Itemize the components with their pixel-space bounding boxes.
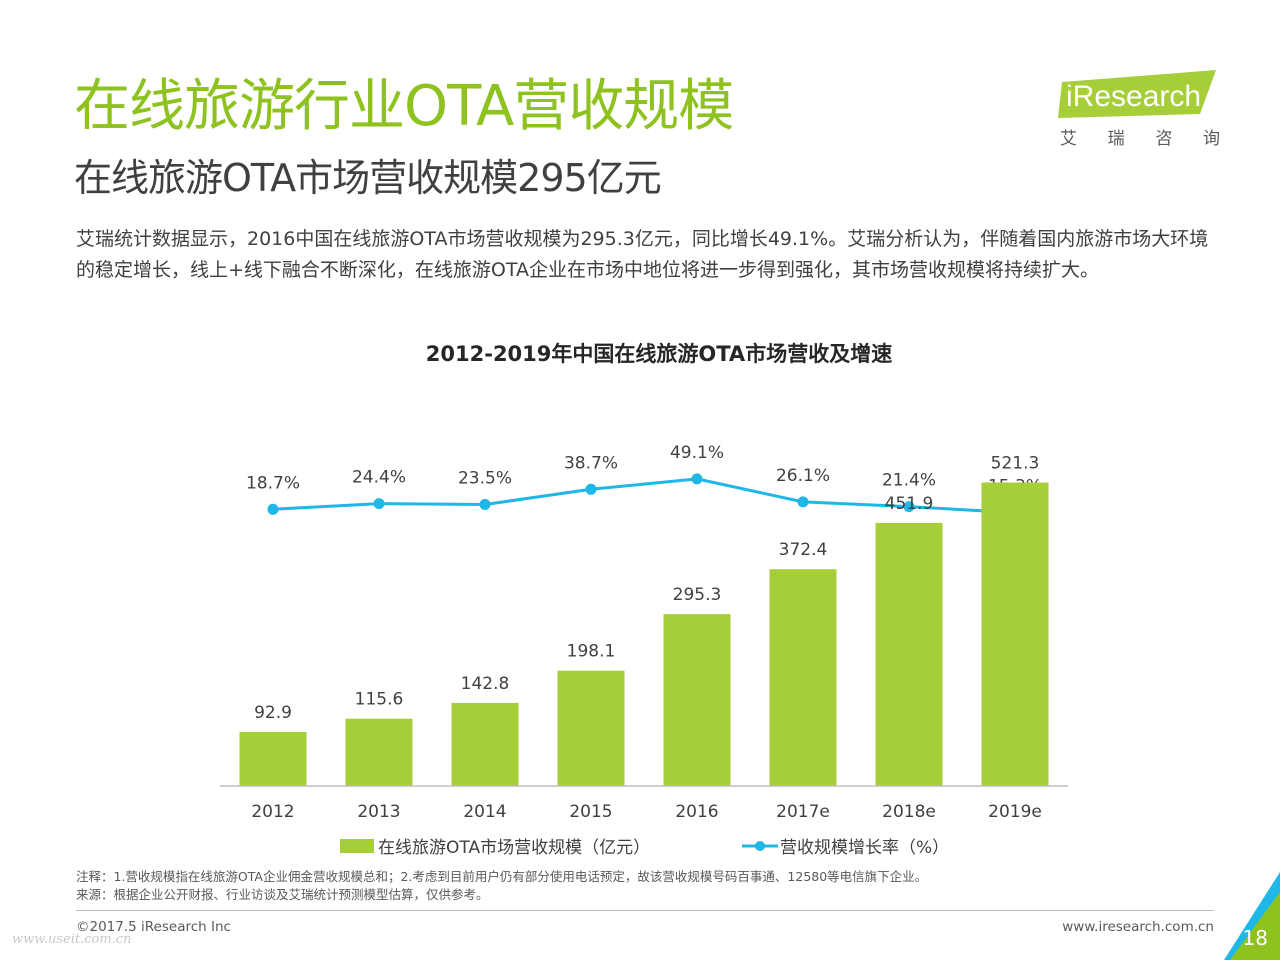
growth-point-2015	[585, 483, 597, 495]
logo-subtitle: 艾 瑞 咨 询	[1060, 124, 1220, 149]
growth-value-label: 38.7%	[564, 453, 618, 473]
note-line-1: 注释：1.营收规模指在线旅游OTA企业佣金营收规模总和；2.考虑到目前用户仍有部…	[76, 869, 928, 884]
x-tick-label: 2013	[357, 802, 400, 822]
bar-2017e	[769, 569, 837, 786]
note-line-2: 来源：根据企业公开财报、行业访谈及艾瑞统计预测模型估算，仅供参考。	[76, 887, 489, 902]
growth-value-label: 49.1%	[670, 443, 724, 463]
page-title: 在线旅游行业OTA营收规模	[74, 74, 734, 139]
logo-wordmark: iResearch	[1056, 68, 1218, 120]
bar-value-label: 521.3	[991, 454, 1040, 474]
bar-2012	[239, 731, 307, 786]
bar-value-label: 115.6	[355, 690, 404, 710]
growth-value-label: 24.4%	[352, 468, 406, 488]
corner-decoration	[1224, 872, 1280, 960]
summary-paragraph: 艾瑞统计数据显示，2016中国在线旅游OTA市场营收规模为295.3亿元，同比增…	[76, 228, 1209, 281]
x-tick-label: 2018e	[882, 802, 936, 822]
growth-point-2016	[691, 473, 703, 485]
bar-value-label: 451.9	[885, 494, 934, 514]
bar-value-label: 92.9	[254, 703, 292, 723]
bar-value-label: 198.1	[567, 642, 616, 662]
chart-legend: 在线旅游OTA市场营收规模（亿元） 营收规模增长率（%）	[340, 838, 949, 858]
bar-2015	[557, 670, 625, 786]
x-tick-labels: 2012 2013 2014 2015 2016 2017e 2018e 2019e	[251, 802, 1042, 822]
bar-2016	[663, 614, 731, 786]
bar-value-label: 142.8	[461, 674, 510, 694]
bar-2014	[451, 702, 519, 786]
bar-2013	[345, 718, 413, 786]
chart-svg: 2012-2019年中国在线旅游OTA市场营收及增速 18.7% 24.4% 23.…	[220, 342, 1068, 858]
legend-line-marker	[755, 841, 765, 851]
bar-value-label: 295.3	[673, 585, 722, 605]
growth-point-2012	[267, 503, 279, 515]
growth-point-2018e	[903, 501, 915, 513]
legend-bar-swatch	[340, 839, 374, 853]
legend-line-label: 营收规模增长率（%）	[780, 838, 949, 858]
growth-value-label: 23.5%	[458, 469, 512, 489]
revenue-chart: 2012-2019年中国在线旅游OTA市场营收及增速 18.7% 24.4% 23.…	[0, 330, 1280, 870]
x-tick-label: 2017e	[776, 802, 830, 822]
growth-value-label: 21.4%	[882, 471, 936, 491]
corner-triangle-graphic	[1224, 872, 1280, 960]
chart-notes: 注释：1.营收规模指在线旅游OTA企业佣金营收规模总和；2.考虑到目前用户仍有部…	[76, 868, 927, 904]
x-tick-label: 2015	[569, 802, 612, 822]
x-tick-label: 2016	[675, 802, 718, 822]
growth-value-label: 26.1%	[776, 466, 830, 486]
copyright-text: ©2017.5 iResearch Inc	[76, 919, 231, 935]
page-number: 18	[1242, 926, 1268, 950]
growth-value-label: 18.7%	[246, 473, 300, 493]
growth-point-2017e	[797, 496, 809, 508]
logo-char: 咨	[1155, 129, 1173, 149]
bar-2018e	[875, 522, 943, 786]
bar-value-label: 372.4	[779, 540, 828, 560]
bar-group: 92.9 115.6 142.8 198.1 295.3 372.4 451.9 521.3	[239, 454, 1049, 786]
x-tick-label: 2012	[251, 802, 294, 822]
x-tick-label: 2014	[463, 802, 506, 822]
growth-point-2013	[373, 498, 385, 510]
logo-char: 艾	[1060, 129, 1077, 149]
logo-char: 瑞	[1107, 129, 1125, 149]
page-subtitle: 在线旅游OTA市场营收规模295亿元	[74, 156, 662, 200]
footer-divider	[76, 910, 1214, 911]
growth-rate-line	[272, 477, 1016, 515]
logo-char: 询	[1202, 129, 1220, 149]
iresearch-logo: iResearch 艾 瑞 咨 询	[1056, 68, 1220, 158]
watermark-text: www.useit.com.cn	[12, 932, 132, 947]
website-link[interactable]: www.iresearch.com.cn	[1062, 919, 1214, 935]
x-tick-label: 2019e	[988, 802, 1042, 822]
logo-wordmark-text: iResearch	[1066, 80, 1201, 113]
growth-point-2014	[479, 499, 491, 510]
chart-title: 2012-2019年中国在线旅游OTA市场营收及增速	[426, 342, 892, 366]
bar-2019e	[981, 482, 1049, 786]
legend-bar-label: 在线旅游OTA市场营收规模（亿元）	[378, 838, 650, 858]
